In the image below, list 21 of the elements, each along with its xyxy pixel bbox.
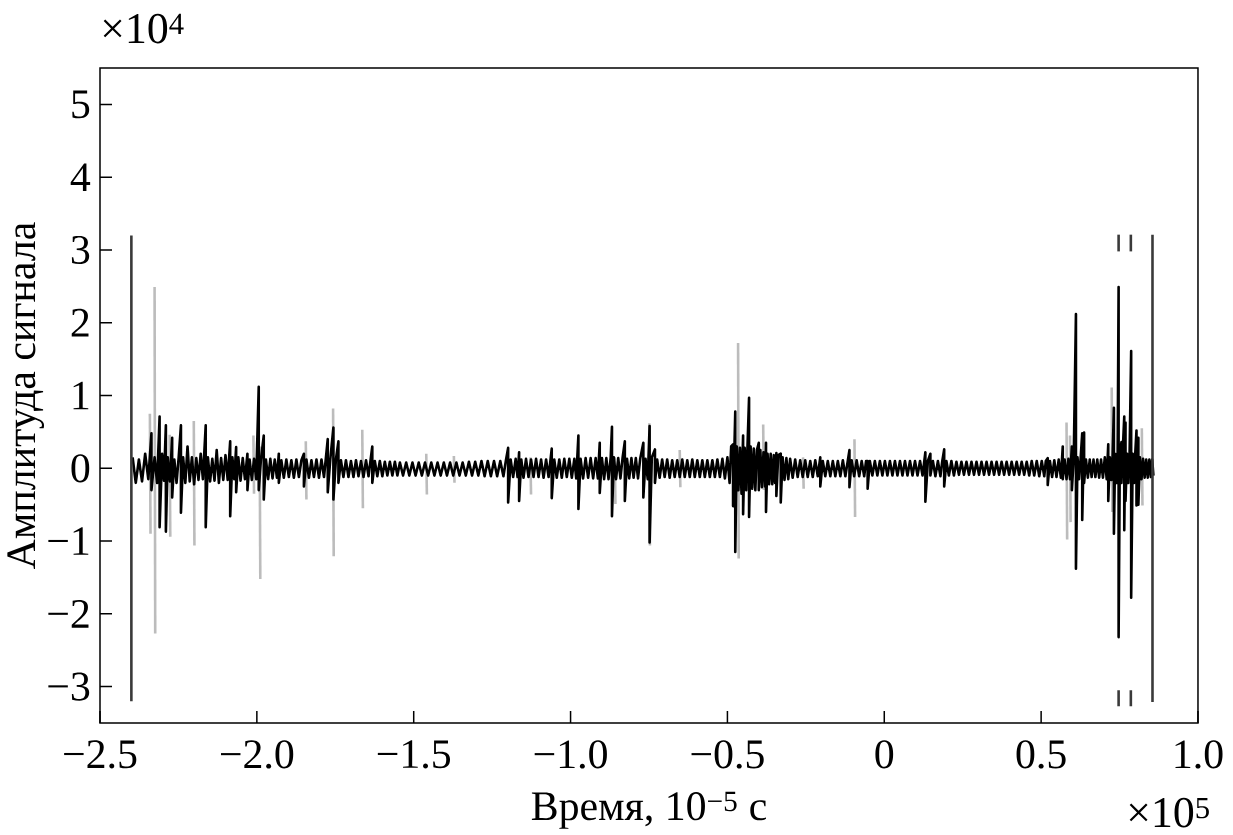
y-tick-label: −1 [48, 527, 89, 555]
y-tick-label: 0 [71, 454, 90, 483]
text: ×10$^{4}$ [103, 13, 184, 44]
y-tick-label: 2 [71, 308, 89, 337]
x-tick-label: −0.5 [691, 740, 764, 769]
y-tick-label: 4 [70, 163, 91, 191]
x-tick-label: 1.0 [1175, 740, 1223, 769]
y-tick-label: 5 [72, 90, 90, 119]
text: ×10$^{5}$ [1129, 797, 1209, 828]
x-axis-title: Время, 10$^{−5}$ с [531, 791, 766, 829]
x-tick-label: −2.5 [64, 740, 137, 769]
y-tick-label: 3 [71, 235, 90, 264]
y-tick-label: 1 [73, 381, 89, 410]
y-tick-label: −3 [48, 672, 90, 701]
x-tick-label: −1.5 [377, 740, 451, 769]
x-tick-label: 0.5 [1016, 740, 1066, 769]
x-tick-label: −1.0 [534, 740, 607, 769]
y-axis-title: Амплитуда сигнала [7, 222, 45, 569]
x-tick-label: −2.0 [220, 740, 294, 769]
y-tick-label: −2 [48, 599, 89, 628]
x-tick-label: 0 [875, 740, 894, 769]
